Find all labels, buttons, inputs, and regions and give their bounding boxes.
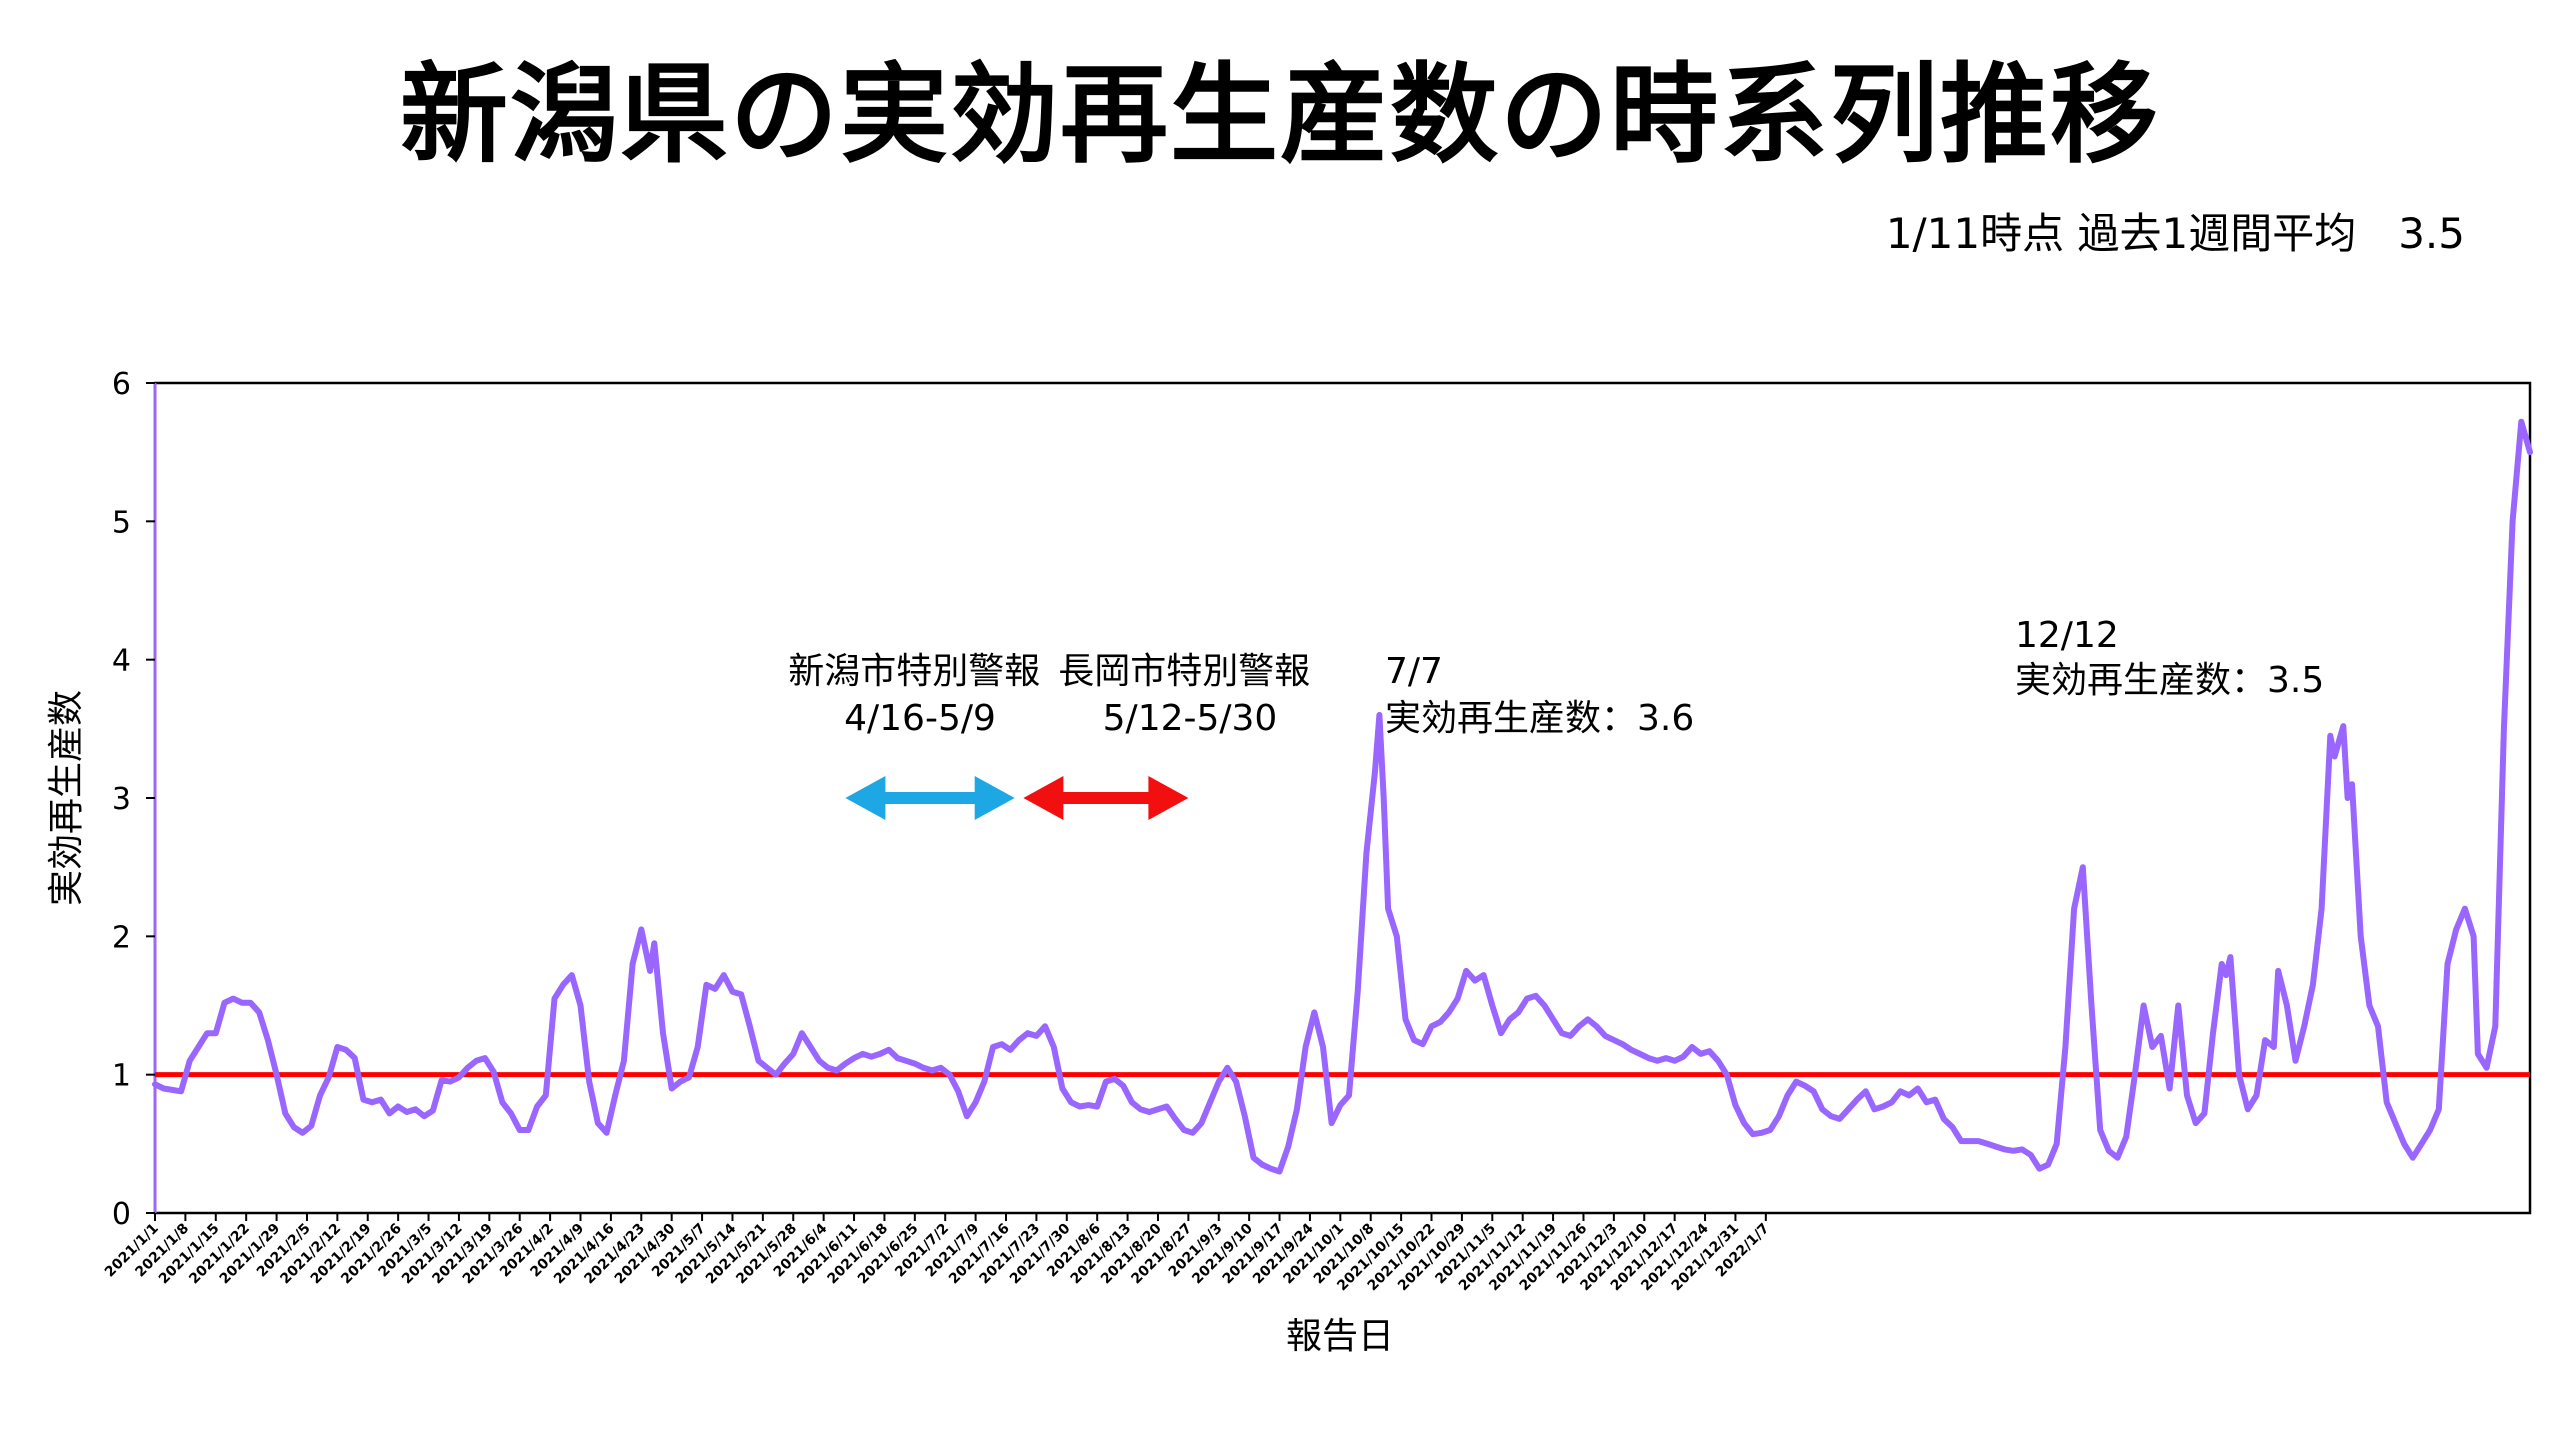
annotation-niigata-alert: 新潟市特別警報 4/16-5/9 <box>788 651 1051 739</box>
annotation-nagaoka-alert-line1: 長岡市特別警報 <box>1058 651 1310 692</box>
alert-period-arrows <box>845 776 1189 820</box>
annotation-peak-7-7-line2: 実効再生産数：3.6 <box>1385 698 1694 739</box>
page-title: 新潟県の実効再生産数の時系列推移 <box>399 53 2160 178</box>
y-axis-label: 実効再生産数 <box>46 690 87 906</box>
plot-area-frame <box>153 381 2532 1215</box>
y-axis: 0 1 2 3 4 5 6 <box>112 367 157 1232</box>
range-arrow-0 <box>845 776 1015 820</box>
y-tick-label: 6 <box>112 367 131 402</box>
range-arrow-1 <box>1023 776 1189 820</box>
annotation-peak-7-7-line1: 7/7 <box>1385 651 1443 692</box>
annotation-niigata-alert-line2: 4/16-5/9 <box>844 698 996 739</box>
x-axis: 2021/1/12021/1/82021/1/152021/1/222021/1… <box>102 1213 1773 1294</box>
annotation-peak-12-12-line2: 実効再生産数：3.5 <box>2015 660 2324 701</box>
annotation-niigata-alert-line1: 新潟市特別警報 <box>788 651 1040 692</box>
x-axis-label: 報告日 <box>1286 1316 1394 1357</box>
annotation-peak-12-12: 12/12 実効再生産数：3.5 <box>2015 615 2324 701</box>
annotation-peak-7-7: 7/7 実効再生産数：3.6 <box>1385 651 1694 739</box>
y-tick-label: 0 <box>112 1197 131 1232</box>
annotation-nagaoka-alert: 長岡市特別警報 5/12-5/30 <box>1058 651 1321 739</box>
y-tick-label: 3 <box>112 782 131 817</box>
y-tick-label: 5 <box>112 505 131 540</box>
series-line <box>152 418 2533 1175</box>
y-tick-label: 1 <box>112 1059 131 1094</box>
annotation-nagaoka-alert-line2: 5/12-5/30 <box>1103 698 1278 739</box>
annotation-peak-12-12-line1: 12/12 <box>2015 615 2119 656</box>
y-tick-label: 2 <box>112 920 131 955</box>
y-tick-label: 4 <box>112 644 131 679</box>
weekly-average-note: 1/11時点 過去1週間平均 3.5 <box>1885 209 2465 258</box>
